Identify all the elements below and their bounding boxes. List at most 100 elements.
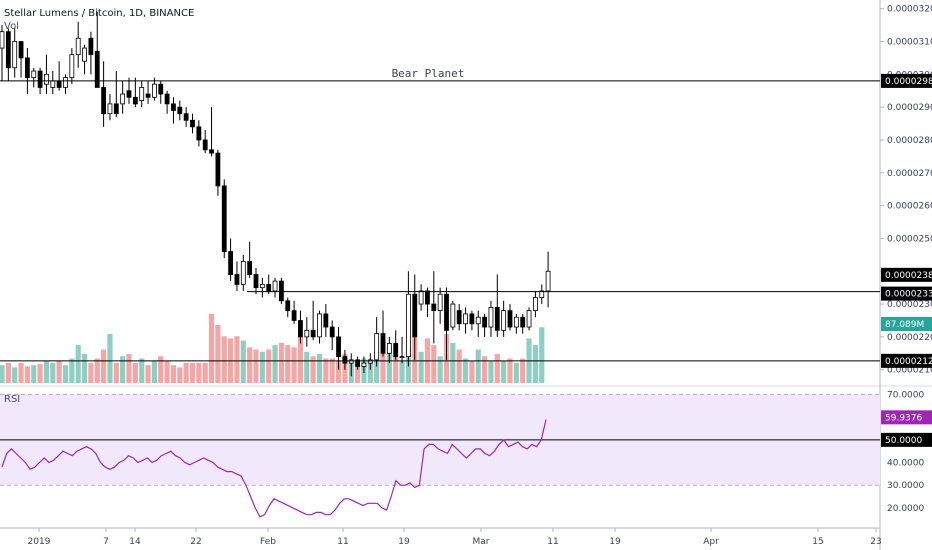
candle-body	[190, 119, 195, 128]
level-tag-bg	[881, 353, 932, 368]
volume-bar	[145, 365, 151, 383]
level-tag: 0.00002338	[885, 290, 932, 300]
volume-bar	[418, 351, 424, 383]
price-level-lines	[0, 80, 880, 362]
candle-body	[259, 283, 265, 289]
volume-bar	[469, 360, 475, 383]
volume-value-tag-bg	[881, 317, 932, 331]
candle-body	[164, 93, 170, 105]
time-tick-label: 7	[103, 537, 109, 547]
candle-body	[44, 73, 49, 85]
candle-body	[196, 126, 202, 141]
volume-bar	[386, 347, 392, 383]
candle-body	[240, 261, 246, 285]
time-tick-label: 23	[870, 537, 881, 547]
rsi-value-tag-bg	[881, 410, 932, 425]
candle-body	[101, 87, 106, 115]
volume-bar	[202, 362, 208, 383]
volume-bar	[62, 365, 69, 383]
price-tick-label: 0.00002200	[887, 333, 932, 343]
volume-bar	[316, 354, 323, 383]
volume-bar	[278, 342, 284, 383]
candle-body	[107, 103, 113, 115]
volume-bar	[329, 358, 335, 383]
rsi-line	[1, 419, 547, 518]
level-tag: 0.00002127	[885, 357, 932, 367]
candle-body	[151, 83, 157, 98]
volume-bar	[183, 362, 189, 383]
volume-bar	[196, 362, 202, 383]
volume-bar	[164, 360, 170, 383]
volume-bar	[374, 351, 380, 383]
volume-bar	[367, 360, 373, 383]
volume-bar	[380, 340, 386, 383]
candle-body	[50, 80, 56, 88]
candle-body	[355, 359, 361, 367]
candle-body	[304, 329, 310, 338]
candle-body	[431, 303, 437, 312]
level-tag-bg	[881, 73, 932, 88]
time-tick-label: 15	[812, 537, 823, 547]
price-tick-label: 0.00002600	[887, 202, 932, 212]
candle-body	[507, 310, 513, 328]
candle-body	[234, 274, 240, 285]
candle-body	[12, 41, 18, 69]
chart-title: Stellar Lumens / Bitcoin, 1D, BINANCE	[4, 8, 194, 19]
candle-body	[412, 293, 418, 338]
candle-body	[253, 274, 259, 289]
candle-body	[132, 96, 138, 105]
candle-body	[158, 83, 164, 95]
candle-body	[228, 251, 234, 275]
volume-bar	[132, 362, 138, 383]
volume-bar	[520, 358, 526, 383]
volume-bar	[253, 349, 259, 383]
volume-bar	[0, 365, 5, 383]
volume-bar	[355, 360, 361, 383]
volume-bars	[0, 313, 545, 383]
time-tick-label: 19	[609, 537, 621, 547]
candle-body	[278, 280, 284, 302]
candle-body	[513, 316, 519, 328]
candle-body	[405, 293, 411, 357]
volume-bar	[450, 342, 456, 383]
candle-body	[329, 326, 335, 338]
time-tick-label: 19	[398, 537, 410, 547]
volume-bar	[50, 362, 56, 383]
volume-bar	[113, 362, 119, 383]
candle-body	[533, 297, 538, 312]
candle-body	[456, 310, 462, 325]
volume-bar	[323, 358, 329, 383]
price-tick-label: 0.00002900	[887, 103, 932, 113]
volume-bar	[462, 358, 469, 383]
candle-body	[310, 329, 316, 338]
volume-bar	[539, 327, 545, 383]
time-tick-label: Mar	[473, 537, 490, 547]
level-tag-bg	[881, 286, 932, 301]
volume-bar	[75, 345, 81, 383]
volume-bar	[482, 356, 488, 383]
volume-bar	[139, 358, 145, 383]
volume-bar	[285, 345, 291, 383]
rsi-pane	[0, 394, 880, 518]
last-price-tag-bg	[881, 267, 932, 282]
volume-bar	[240, 340, 246, 383]
candle-body	[120, 93, 126, 105]
volume-bar	[208, 313, 215, 383]
volume-bar	[107, 333, 113, 383]
candle-body	[291, 310, 297, 321]
volume-bar	[18, 362, 24, 383]
volume-bar	[177, 367, 183, 383]
rsi-level-tag: 50.0000	[885, 436, 922, 446]
candle-body	[539, 290, 545, 298]
candle-body	[393, 343, 399, 357]
volume-bar	[266, 349, 272, 383]
volume-bar	[532, 345, 538, 383]
volume-bar	[43, 360, 50, 383]
candle-body	[361, 362, 367, 367]
candle-body	[266, 283, 272, 292]
candle-body	[380, 333, 386, 354]
price-tick-label: 0.00003100	[887, 38, 932, 48]
volume-bar	[94, 358, 100, 383]
